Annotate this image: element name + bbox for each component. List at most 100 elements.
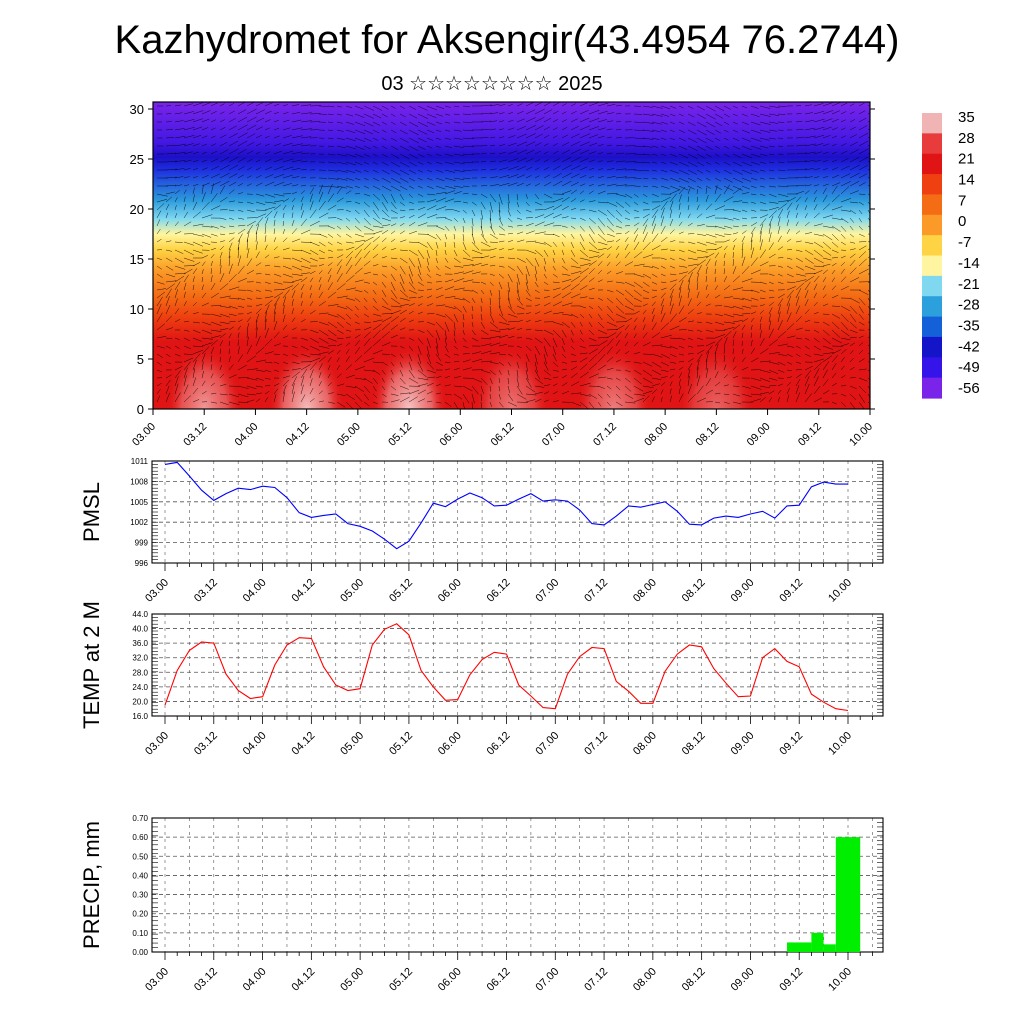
wind-vector: [489, 233, 498, 240]
wind-vector: [750, 209, 757, 212]
wind-vector: [327, 329, 337, 337]
wind-vector: [516, 239, 525, 243]
wind-vector: [345, 297, 356, 301]
wind-vector: [714, 321, 725, 325]
wind-vector: [228, 286, 240, 291]
wind-vector: [588, 393, 597, 399]
wind-vector: [282, 314, 286, 323]
wind-vector: [309, 362, 317, 371]
wind-vector: [642, 218, 649, 227]
wind-vector: [678, 129, 686, 133]
wind-vector: [705, 359, 708, 371]
wind-vector: [651, 388, 658, 395]
x-tick-label: 06.00: [436, 966, 464, 994]
wind-vector: [327, 262, 333, 267]
wind-vector: [561, 345, 566, 352]
y-tick-label: 15: [130, 252, 144, 267]
wind-vector: [156, 383, 162, 387]
wind-vector: [570, 372, 578, 379]
wind-vector: [732, 375, 739, 379]
wind-vector: [201, 329, 212, 334]
wind-vector: [219, 217, 227, 220]
wind-vector: [291, 167, 301, 171]
wind-vector: [399, 392, 411, 395]
wind-vector: [183, 111, 194, 115]
wind-vector: [849, 181, 860, 187]
wind-vector: [516, 193, 519, 201]
wind-vector: [228, 326, 234, 331]
wind-vector: [543, 310, 552, 315]
wind-vector: [840, 365, 845, 371]
wind-vector: [750, 222, 758, 227]
wind-vector: [579, 296, 588, 299]
wind-vector: [273, 311, 276, 323]
wind-vector: [489, 273, 495, 276]
wind-vector: [615, 193, 627, 197]
wind-vector: [552, 225, 562, 227]
wind-vector: [804, 120, 815, 123]
wind-vector: [768, 242, 774, 251]
wind-vector: [588, 297, 595, 300]
wind-vector: [750, 269, 761, 275]
wind-vector: [246, 248, 250, 259]
wind-vector: [219, 401, 229, 406]
wind-vector: [786, 228, 790, 235]
wind-vector: [219, 172, 230, 179]
wind-vector: [606, 332, 617, 339]
wind-vector: [534, 353, 538, 365]
wind-vector: [534, 214, 545, 219]
wind-vector: [615, 349, 621, 355]
wind-vector: [282, 142, 293, 147]
wind-vector: [795, 204, 799, 211]
wind-vector: [759, 137, 770, 141]
wind-vector: [561, 216, 569, 219]
wind-vector: [669, 129, 675, 133]
wind-vector: [606, 270, 612, 275]
wind-vector: [534, 361, 538, 373]
wind-vector: [732, 366, 737, 371]
wind-vector: [849, 233, 855, 238]
wind-vector: [687, 279, 691, 291]
wind-vector: [219, 127, 226, 131]
wind-vector: [336, 321, 344, 328]
wind-vector: [156, 257, 162, 261]
wind-vector: [264, 254, 270, 259]
wind-vector: [633, 281, 643, 289]
wind-vector: [264, 244, 268, 251]
wind-vector: [669, 113, 676, 117]
wind-vector: [192, 387, 199, 395]
wind-vector: [435, 206, 447, 211]
wind-vector: [561, 257, 566, 264]
wind-vector: [525, 193, 528, 199]
wind-vector: [381, 385, 386, 391]
wind-vector: [156, 210, 162, 219]
wind-vector: [849, 377, 857, 379]
wind-vector: [615, 305, 625, 314]
wind-vector: [651, 307, 655, 315]
wind-vector: [651, 377, 662, 380]
wind-vector: [273, 237, 277, 243]
wind-vector: [534, 369, 541, 380]
wind-vector: [570, 381, 580, 387]
wind-vector: [525, 399, 536, 403]
wind-vector: [183, 282, 187, 291]
wind-vector: [174, 135, 186, 139]
wind-vector: [300, 136, 312, 139]
wind-vector: [867, 225, 870, 228]
wind-vector: [840, 305, 851, 312]
wind-vector: [300, 177, 307, 179]
wind-vector: [606, 240, 614, 243]
wind-vector: [282, 104, 288, 107]
wind-vector: [687, 394, 696, 403]
wind-vector: [318, 277, 322, 283]
wind-vector: [237, 124, 248, 131]
colorbar-swatch: [922, 316, 942, 338]
wind-vector: [867, 193, 870, 196]
wind-vector: [444, 129, 451, 132]
wind-vector: [444, 233, 447, 240]
wind-vector: [273, 361, 280, 364]
wind-vector: [381, 153, 388, 158]
wind-vector: [858, 182, 866, 187]
wind-vector: [255, 217, 264, 227]
wind-vector: [741, 305, 752, 309]
